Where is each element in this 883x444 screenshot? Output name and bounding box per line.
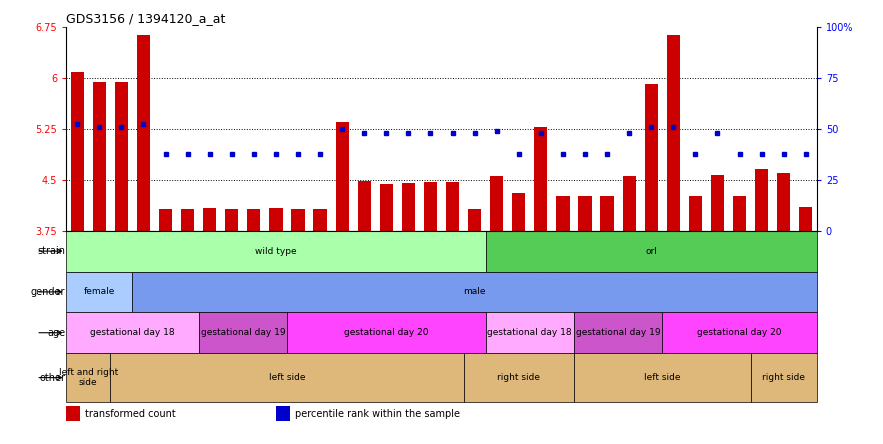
Bar (574, 353, 751, 402)
Text: gestational day 19: gestational day 19 (200, 328, 285, 337)
Bar (751, 353, 817, 402)
Bar (287, 312, 486, 353)
Bar (291, 209, 305, 231)
Bar (93, 83, 106, 231)
Bar (66, 231, 486, 272)
Text: gestational day 18: gestational day 18 (487, 328, 572, 337)
Text: left side: left side (268, 373, 306, 382)
Text: gender: gender (31, 287, 65, 297)
Text: right side: right side (497, 373, 540, 382)
Bar (181, 209, 194, 231)
Bar (574, 312, 662, 353)
Bar (247, 209, 260, 231)
Text: female: female (84, 287, 115, 297)
Bar (623, 176, 636, 231)
Bar (799, 207, 812, 231)
Bar (276, 406, 290, 420)
Bar (755, 169, 768, 231)
Bar (534, 127, 547, 231)
Bar (358, 181, 371, 231)
Bar (689, 196, 702, 231)
Bar (66, 406, 79, 420)
Text: gestational day 18: gestational day 18 (90, 328, 175, 337)
Bar (336, 122, 349, 231)
Text: age: age (48, 328, 65, 338)
Bar (203, 208, 216, 231)
Bar (71, 72, 84, 231)
Bar (313, 209, 327, 231)
Text: gestational day 19: gestational day 19 (576, 328, 660, 337)
Bar (733, 196, 746, 231)
Bar (578, 196, 592, 231)
Bar (199, 312, 287, 353)
Text: left side: left side (644, 373, 681, 382)
Bar (66, 312, 199, 353)
Bar (137, 36, 150, 231)
Bar (556, 196, 570, 231)
Bar (486, 312, 574, 353)
Text: wild type: wild type (255, 246, 297, 256)
Text: GDS3156 / 1394120_a_at: GDS3156 / 1394120_a_at (66, 12, 225, 25)
Bar (446, 182, 459, 231)
Text: orl: orl (645, 246, 657, 256)
Bar (600, 196, 614, 231)
Text: other: other (40, 373, 65, 383)
Text: strain: strain (37, 246, 65, 256)
Bar (645, 84, 658, 231)
Bar (424, 182, 437, 231)
Bar (662, 312, 817, 353)
Bar (159, 209, 172, 231)
Bar (110, 353, 464, 402)
Text: transformed count: transformed count (85, 408, 176, 419)
Text: gestational day 20: gestational day 20 (344, 328, 428, 337)
Bar (777, 173, 790, 231)
Bar (115, 83, 128, 231)
Bar (66, 272, 132, 312)
Text: left and right
side: left and right side (58, 368, 118, 387)
Bar (512, 193, 525, 231)
Bar (269, 208, 283, 231)
Bar (490, 176, 503, 231)
Bar (486, 231, 817, 272)
Bar (464, 353, 574, 402)
Text: right side: right side (762, 373, 805, 382)
Text: percentile rank within the sample: percentile rank within the sample (295, 408, 460, 419)
Bar (225, 209, 238, 231)
Bar (468, 209, 481, 231)
Bar (402, 183, 415, 231)
Bar (667, 36, 680, 231)
Bar (711, 175, 724, 231)
Text: male: male (464, 287, 486, 297)
Bar (380, 184, 393, 231)
Bar (66, 353, 110, 402)
Text: gestational day 20: gestational day 20 (698, 328, 781, 337)
